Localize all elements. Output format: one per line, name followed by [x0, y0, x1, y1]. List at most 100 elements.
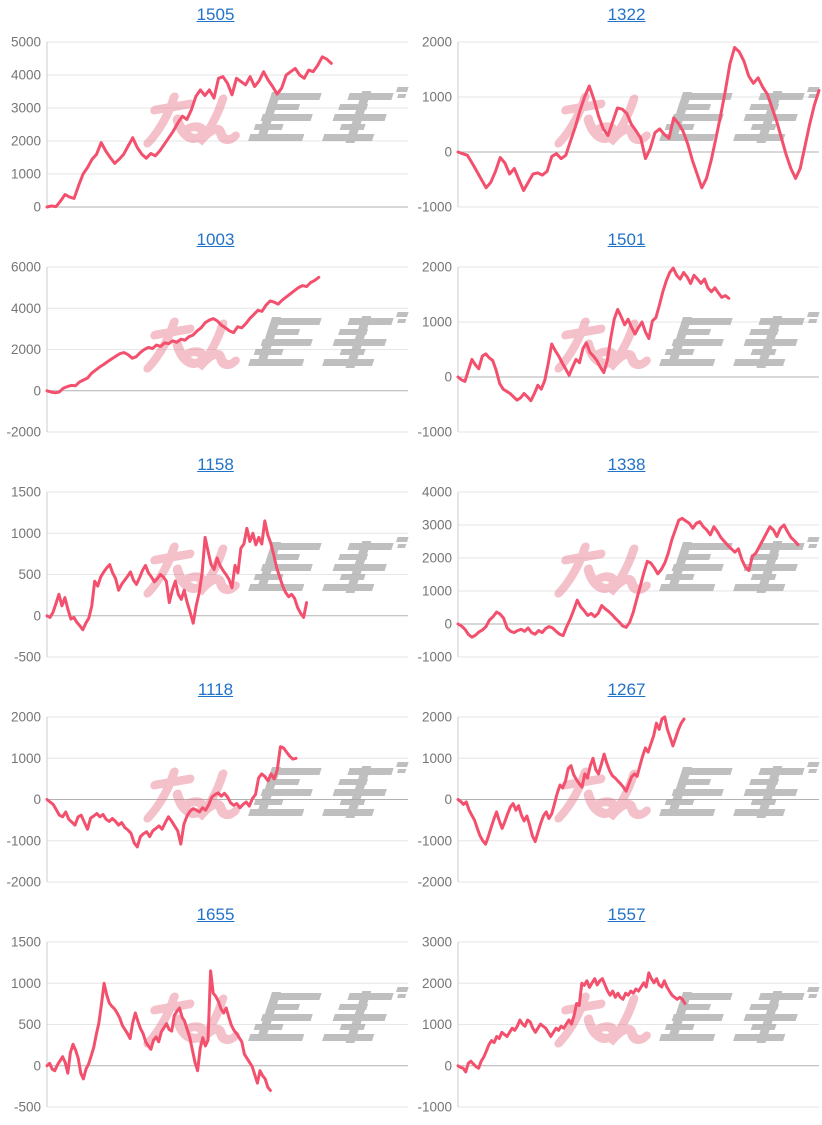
chart-cell: 1501 -1000 0 1000 2000 [411, 225, 822, 450]
y-tick-label: 2000 [11, 710, 41, 725]
y-tick-label: 1000 [422, 1017, 452, 1032]
chart-title-link[interactable]: 1322 [607, 5, 646, 24]
line-chart: -2000 -1000 0 1000 2000 [6, 710, 411, 890]
y-tick-label: -2000 [6, 875, 41, 890]
chart-title: 1505 [20, 5, 411, 25]
y-tick-label: 2000 [422, 551, 452, 566]
line-chart: 0 1000 2000 3000 4000 5000 [11, 35, 411, 215]
y-tick-label: -1000 [417, 650, 452, 665]
y-tick-label: 500 [18, 1017, 41, 1032]
chart-title: 1557 [431, 905, 822, 925]
series-line [45, 969, 272, 1092]
y-tick-label: 0 [33, 1058, 41, 1073]
y-tick-label: 0 [33, 608, 41, 623]
chart-title: 1003 [20, 230, 411, 250]
chart-title: 1267 [431, 680, 822, 700]
line-chart: -1000 0 1000 2000 [417, 35, 822, 215]
y-tick-label: 6000 [11, 260, 41, 275]
y-tick-label: 3000 [422, 935, 452, 950]
y-tick-label: 1000 [11, 526, 41, 541]
y-tick-label: 0 [33, 792, 41, 807]
chart-title-link[interactable]: 1557 [607, 905, 646, 924]
series-line [456, 266, 731, 403]
chart-title-link[interactable]: 1655 [196, 905, 235, 924]
y-tick-label: -1000 [417, 833, 452, 848]
chart-title: 1338 [431, 455, 822, 475]
chart-title: 1158 [20, 455, 411, 475]
series-line [456, 715, 686, 846]
y-tick-label: 1000 [422, 315, 452, 330]
chart-title: 1655 [20, 905, 411, 925]
chart-title-link[interactable]: 1267 [607, 680, 646, 699]
y-tick-label: 3000 [422, 518, 452, 533]
series-line [456, 516, 800, 639]
y-tick-label: 1000 [11, 976, 41, 991]
chart-cell: 1338 -1000 0 1000 2000 3000 4000 [411, 450, 822, 675]
y-tick-label: 500 [18, 567, 41, 582]
series-line [45, 519, 309, 632]
chart-cell: 1118 -2000 -1000 0 1000 2000 [0, 675, 411, 900]
y-tick-label: -1000 [417, 200, 452, 215]
minrepo-logo-watermark [148, 987, 409, 1043]
y-tick-label: -500 [14, 1100, 41, 1115]
chart-cell: 1655 -500 0 500 1000 1500 [0, 900, 411, 1125]
y-tick-label: 1000 [11, 167, 41, 182]
line-chart: -1000 0 1000 2000 3000 4000 [417, 485, 822, 665]
y-tick-label: 2000 [422, 976, 452, 991]
y-tick-label: 1500 [11, 485, 41, 500]
y-tick-label: 2000 [422, 260, 452, 275]
line-chart: -2000 0 2000 4000 6000 [6, 260, 411, 440]
y-tick-label: 0 [444, 617, 452, 632]
line-chart: -500 0 500 1000 1500 [11, 485, 411, 665]
line-chart: -1000 0 1000 2000 3000 [417, 935, 822, 1115]
y-tick-label: -1000 [417, 425, 452, 440]
chart-title-link[interactable]: 1118 [197, 680, 234, 699]
chart-title-link[interactable]: 1338 [607, 455, 646, 474]
y-tick-label: 1000 [422, 584, 452, 599]
y-tick-label: -1000 [6, 833, 41, 848]
y-tick-label: 4000 [11, 68, 41, 83]
series-line [45, 275, 321, 395]
y-tick-label: 2000 [11, 134, 41, 149]
chart-cell: 1322 -1000 0 1000 2000 [411, 0, 822, 225]
chart-title: 1501 [431, 230, 822, 250]
y-tick-label: 1000 [11, 751, 41, 766]
line-chart: -1000 0 1000 2000 [417, 260, 822, 440]
chart-cell: 1267 -2000 -1000 0 1000 2000 [411, 675, 822, 900]
chart-title-link[interactable]: 1505 [196, 5, 235, 24]
minrepo-logo-watermark [148, 537, 409, 593]
y-tick-label: 0 [33, 383, 41, 398]
chart-cell: 1003 -2000 0 2000 4000 6000 [0, 225, 411, 450]
y-tick-label: 0 [444, 145, 452, 160]
chart-cell: 1158 -500 0 500 1000 1500 [0, 450, 411, 675]
minrepo-logo-watermark [559, 312, 820, 368]
y-tick-label: 0 [33, 200, 41, 215]
chart-title-link[interactable]: 1003 [196, 230, 235, 249]
y-tick-label: -2000 [417, 875, 452, 890]
chart-title: 1118 [20, 680, 411, 700]
series-line [45, 745, 298, 849]
y-tick-label: 1500 [11, 935, 41, 950]
y-tick-label: 2000 [422, 710, 452, 725]
series-line [456, 46, 821, 192]
y-tick-label: 0 [444, 370, 452, 385]
y-tick-label: 4000 [11, 301, 41, 316]
y-tick-label: 5000 [11, 35, 41, 50]
y-tick-label: -500 [14, 650, 41, 665]
y-tick-label: 0 [444, 792, 452, 807]
y-tick-label: 0 [444, 1058, 452, 1073]
y-tick-label: 1000 [422, 90, 452, 105]
series-line [456, 971, 687, 1074]
y-tick-label: 2000 [11, 342, 41, 357]
y-tick-label: 4000 [422, 485, 452, 500]
minrepo-logo-watermark [559, 987, 820, 1043]
chart-title-link[interactable]: 1501 [607, 230, 646, 249]
chart-title-link[interactable]: 1158 [197, 455, 234, 474]
series-line [45, 55, 333, 209]
minrepo-logo-watermark [559, 537, 820, 593]
chart-title: 1322 [431, 5, 822, 25]
line-chart: -500 0 500 1000 1500 [11, 935, 411, 1115]
chart-cell: 1557 -1000 0 1000 2000 3000 [411, 900, 822, 1125]
minrepo-logo-watermark [148, 87, 409, 143]
